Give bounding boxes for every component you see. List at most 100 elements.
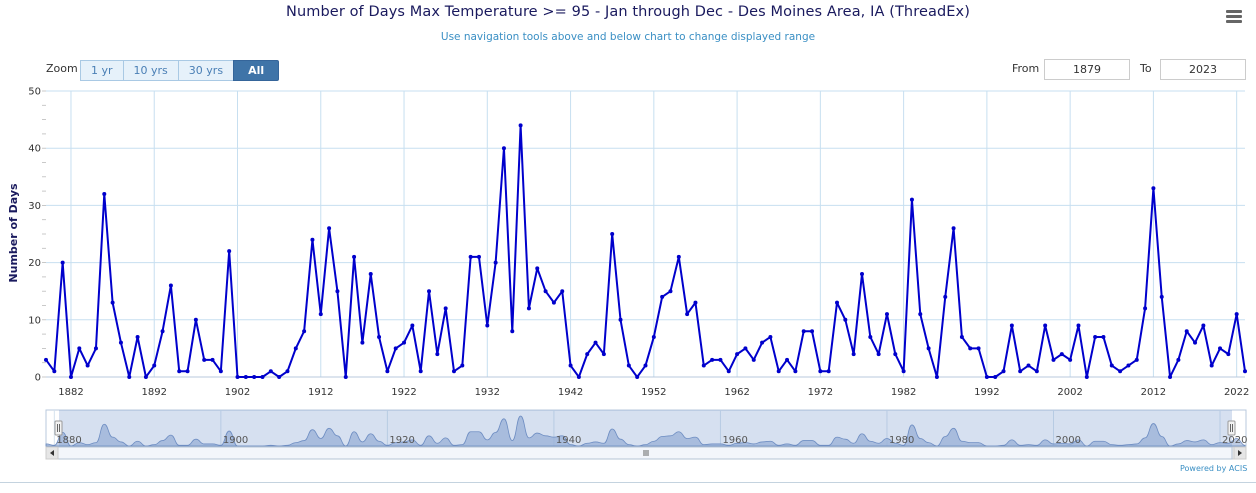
data-point[interactable] xyxy=(118,340,123,345)
data-point[interactable] xyxy=(1151,186,1156,191)
data-point[interactable] xyxy=(751,357,756,362)
data-point[interactable] xyxy=(993,375,998,379)
hamburger-menu-icon[interactable] xyxy=(1226,10,1242,24)
data-point[interactable] xyxy=(1209,363,1214,368)
data-point[interactable] xyxy=(835,300,840,305)
data-point[interactable] xyxy=(435,352,440,357)
data-point[interactable] xyxy=(260,375,265,379)
data-point[interactable] xyxy=(610,232,615,236)
data-point[interactable] xyxy=(368,272,373,277)
data-point[interactable] xyxy=(1001,369,1006,374)
data-point[interactable] xyxy=(593,340,598,345)
data-point[interactable] xyxy=(884,312,889,317)
data-point[interactable] xyxy=(377,334,382,339)
data-point[interactable] xyxy=(210,357,215,362)
data-point[interactable] xyxy=(785,357,790,362)
data-point[interactable] xyxy=(1168,375,1173,379)
data-point[interactable] xyxy=(1009,323,1014,328)
data-point[interactable] xyxy=(893,352,898,357)
data-point[interactable] xyxy=(77,346,82,351)
data-point[interactable] xyxy=(1034,369,1039,374)
data-point[interactable] xyxy=(177,369,182,374)
data-point[interactable] xyxy=(235,375,240,379)
data-point[interactable] xyxy=(868,334,873,339)
data-point[interactable] xyxy=(1109,363,1114,368)
data-point[interactable] xyxy=(743,346,748,351)
data-point[interactable] xyxy=(1076,323,1081,328)
data-point[interactable] xyxy=(585,352,590,357)
data-point[interactable] xyxy=(102,191,107,196)
data-point[interactable] xyxy=(285,369,290,374)
data-point[interactable] xyxy=(160,329,165,334)
data-point[interactable] xyxy=(984,375,989,379)
data-point[interactable] xyxy=(535,266,540,271)
data-point[interactable] xyxy=(1159,294,1164,299)
data-point[interactable] xyxy=(393,346,398,351)
data-point[interactable] xyxy=(318,312,323,317)
data-point[interactable] xyxy=(643,363,648,368)
data-point[interactable] xyxy=(68,375,73,379)
data-point[interactable] xyxy=(901,369,906,374)
data-point[interactable] xyxy=(343,375,348,379)
data-point[interactable] xyxy=(93,346,98,351)
data-point[interactable] xyxy=(360,340,365,345)
data-point[interactable] xyxy=(1101,334,1106,339)
zoom-30yrs-button[interactable]: 30 yrs xyxy=(177,60,235,81)
scrollbar-thumb[interactable] xyxy=(57,446,1233,460)
data-point[interactable] xyxy=(793,369,798,374)
data-point[interactable] xyxy=(1051,357,1056,362)
data-point[interactable] xyxy=(518,123,523,128)
data-point[interactable] xyxy=(152,363,157,368)
data-point[interactable] xyxy=(451,369,456,374)
scroll-left-button[interactable] xyxy=(45,446,59,460)
data-point[interactable] xyxy=(427,289,432,294)
data-point[interactable] xyxy=(693,300,698,305)
data-point[interactable] xyxy=(410,323,415,328)
data-point[interactable] xyxy=(526,306,531,311)
data-point[interactable] xyxy=(268,369,273,374)
data-point[interactable] xyxy=(551,300,556,305)
powered-by-link[interactable]: Powered by ACIS xyxy=(1180,464,1248,473)
data-point[interactable] xyxy=(876,352,881,357)
data-point[interactable] xyxy=(560,289,565,294)
data-point[interactable] xyxy=(1043,323,1048,328)
data-point[interactable] xyxy=(476,254,481,259)
data-point[interactable] xyxy=(1201,323,1206,328)
data-point[interactable] xyxy=(1059,352,1064,357)
data-point[interactable] xyxy=(626,363,631,368)
data-point[interactable] xyxy=(193,317,198,322)
data-point[interactable] xyxy=(851,352,856,357)
data-point[interactable] xyxy=(568,363,573,368)
data-point[interactable] xyxy=(110,300,115,305)
from-input[interactable]: 1879 xyxy=(1044,59,1130,80)
data-point[interactable] xyxy=(543,289,548,294)
data-point[interactable] xyxy=(676,254,681,259)
data-point[interactable] xyxy=(143,375,148,379)
data-point[interactable] xyxy=(710,357,715,362)
data-point[interactable] xyxy=(926,346,931,351)
data-point[interactable] xyxy=(685,312,690,317)
navigator-selection[interactable] xyxy=(59,410,1232,446)
data-point[interactable] xyxy=(501,146,506,151)
data-point[interactable] xyxy=(327,226,332,231)
data-point[interactable] xyxy=(185,369,190,374)
data-point[interactable] xyxy=(293,346,298,351)
data-point[interactable] xyxy=(1193,340,1198,345)
data-point[interactable] xyxy=(1243,369,1247,374)
data-point[interactable] xyxy=(243,375,248,379)
data-point[interactable] xyxy=(493,260,498,265)
data-point[interactable] xyxy=(44,357,48,362)
data-point[interactable] xyxy=(635,375,640,379)
data-point[interactable] xyxy=(277,375,282,379)
data-point[interactable] xyxy=(1218,346,1223,351)
data-point[interactable] xyxy=(859,272,864,277)
data-point[interactable] xyxy=(776,369,781,374)
data-point[interactable] xyxy=(402,340,407,345)
data-point[interactable] xyxy=(1118,369,1123,374)
to-input[interactable]: 2023 xyxy=(1160,59,1246,80)
data-point[interactable] xyxy=(768,334,773,339)
data-point[interactable] xyxy=(1143,306,1148,311)
data-point[interactable] xyxy=(1126,363,1131,368)
data-point[interactable] xyxy=(976,346,981,351)
data-point[interactable] xyxy=(335,289,340,294)
